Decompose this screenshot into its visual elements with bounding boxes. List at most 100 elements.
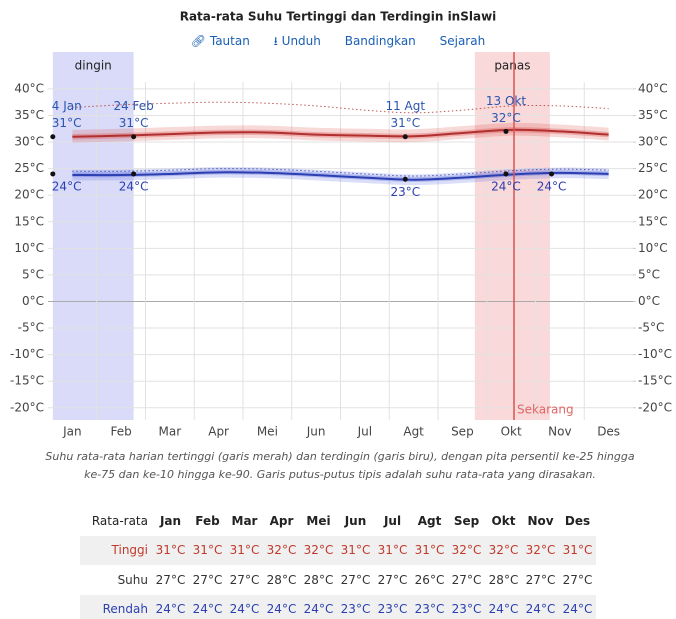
x-tick-label: Nov bbox=[548, 425, 571, 439]
table-cell: 31°C bbox=[411, 535, 448, 565]
y2-tick-label: 5°C bbox=[638, 267, 660, 281]
table-row: Rendah 24°C 24°C 24°C 24°C 24°C 23°C 23°C 23°C 23… bbox=[80, 594, 596, 619]
y2-tick-label: -5°C bbox=[638, 321, 664, 335]
table-cell: 24°C bbox=[522, 594, 559, 619]
table-cell: 24°C bbox=[300, 594, 337, 619]
table-cell: Mar bbox=[231, 513, 258, 528]
line bbox=[72, 128, 609, 138]
link[interactable]: 🔗︎ Tautan bbox=[190, 34, 250, 48]
percentile-band bbox=[72, 122, 609, 143]
link[interactable]: ⭳ Unduh bbox=[273, 34, 321, 48]
annotation-label: 24°C bbox=[491, 179, 521, 193]
annotation-label: 31°C bbox=[52, 116, 82, 130]
link[interactable]: Sejarah bbox=[439, 34, 486, 48]
y-tick-label: 35°C bbox=[14, 108, 44, 122]
y2-tick-label: 25°C bbox=[638, 161, 668, 175]
link-text[interactable]: Unduh bbox=[281, 34, 321, 48]
x-tick-label: Sep bbox=[451, 425, 474, 439]
line bbox=[72, 171, 609, 181]
table-cell: 27°C bbox=[192, 572, 223, 587]
x-tick-label: Okt bbox=[501, 425, 522, 439]
x-tick-label: Mar bbox=[159, 425, 182, 439]
table-cell: Mei bbox=[306, 513, 331, 528]
y-tick-label: -5°C bbox=[18, 321, 44, 335]
season-region bbox=[474, 52, 550, 420]
table-cell: 32°C bbox=[300, 535, 337, 565]
y2-tick-label: 35°C bbox=[638, 108, 668, 122]
table-cell: 24°C bbox=[226, 594, 263, 619]
link-text[interactable]: Tautan bbox=[209, 34, 250, 48]
table-cell: 27°C bbox=[377, 572, 408, 587]
x-tick-label: Agt bbox=[403, 425, 424, 439]
caption: Suhu rata-rata harian tertinggi (garis m… bbox=[45, 450, 635, 481]
annotation-dot bbox=[50, 134, 56, 140]
table-cell: Jun bbox=[344, 513, 367, 528]
y2-tick-label: 30°C bbox=[638, 135, 668, 149]
annotation-label: 24°C bbox=[52, 179, 82, 193]
x-tick-label: Jun bbox=[306, 425, 326, 439]
annotation-dot bbox=[50, 171, 56, 177]
annotation-dot bbox=[131, 171, 137, 177]
annotation-dot bbox=[402, 176, 408, 182]
table-cell: 23°C bbox=[337, 594, 374, 619]
y-tick-label: -10°C bbox=[10, 347, 44, 361]
y-tick-label: -15°C bbox=[10, 374, 44, 388]
table-cell: 31°C bbox=[559, 535, 596, 565]
annotation-dot bbox=[503, 171, 509, 177]
table-cell: 24°C bbox=[189, 594, 226, 619]
feels-like-line bbox=[72, 101, 609, 114]
table-cell: 31°C bbox=[152, 535, 189, 565]
table-cell: 28°C bbox=[266, 572, 297, 587]
table-cell: Des bbox=[564, 513, 591, 528]
table-cell: 32°C bbox=[263, 535, 300, 565]
annotation-date: 24 Feb bbox=[113, 99, 153, 113]
percentile-band bbox=[72, 127, 609, 140]
y2-tick-label: -20°C bbox=[638, 400, 672, 414]
x-tick-label: Jul bbox=[357, 425, 372, 439]
annotation-dot bbox=[549, 171, 555, 177]
table-cell: 31°C bbox=[337, 535, 374, 565]
link[interactable]: Bandingkan bbox=[344, 34, 416, 48]
table-cell: Okt bbox=[491, 513, 516, 528]
annotation-date: 13 Okt bbox=[486, 94, 526, 108]
feels-like-line bbox=[72, 168, 609, 177]
annotation-date: 4 Jan bbox=[52, 99, 82, 113]
annotation-dot bbox=[503, 128, 509, 134]
table-cell: 23°C bbox=[374, 594, 411, 619]
table-cell: Nov bbox=[527, 513, 554, 528]
table-cell: Suhu bbox=[117, 572, 148, 587]
chart: Rata-rata Suhu Tertinggi dan Terdingin i… bbox=[10, 10, 672, 439]
table-cell: 27°C bbox=[562, 572, 593, 587]
table-cell: 27°C bbox=[155, 572, 186, 587]
table-cell: Jan bbox=[159, 513, 182, 528]
table: Rata-rata Jan Feb Mar Apr Mei Jun Jul Agt Sep Okt N… bbox=[80, 506, 596, 619]
y-tick-label: 10°C bbox=[14, 241, 44, 255]
chart-title: Rata-rata Suhu Tertinggi dan Terdingin i… bbox=[180, 10, 497, 24]
y-tick-label: 0°C bbox=[22, 294, 44, 308]
annotation-label: 24°C bbox=[537, 179, 567, 193]
table-cell: 27°C bbox=[525, 572, 556, 587]
annotation-dot bbox=[402, 134, 408, 140]
y-tick-label: 25°C bbox=[14, 161, 44, 175]
table-cell: 24°C bbox=[152, 594, 189, 619]
table-cell: 26°C bbox=[414, 572, 445, 587]
table-cell: 27°C bbox=[229, 572, 260, 587]
table-cell: 23°C bbox=[448, 594, 485, 619]
y-tick-label: 15°C bbox=[14, 214, 44, 228]
table-row: Suhu 27°C 27°C 27°C 28°C 28°C 27°C 27°C 26°C 27°C… bbox=[80, 565, 596, 595]
y-tick-label: 20°C bbox=[14, 188, 44, 202]
y-tick-label: -20°C bbox=[10, 400, 44, 414]
table-cell: Agt bbox=[417, 513, 442, 528]
y2-tick-label: 15°C bbox=[638, 214, 668, 228]
y-tick-label: 30°C bbox=[14, 135, 44, 149]
y2-tick-label: 20°C bbox=[638, 188, 668, 202]
x-tick-label: Mei bbox=[257, 425, 278, 439]
x-tick-label: Jan bbox=[62, 425, 82, 439]
season-region bbox=[52, 52, 134, 420]
table-cell: Rendah bbox=[80, 594, 152, 619]
season-label: panas bbox=[494, 59, 530, 73]
table-cell: 32°C bbox=[448, 535, 485, 565]
table-cell: 24°C bbox=[263, 594, 300, 619]
table-cell: 24°C bbox=[485, 594, 522, 619]
